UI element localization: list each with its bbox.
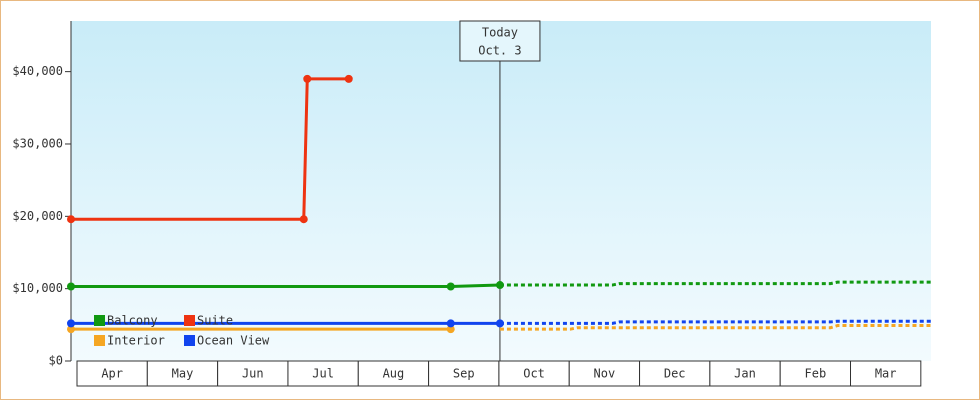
month-box — [779, 360, 852, 387]
point — [446, 319, 455, 328]
month-box — [76, 360, 148, 387]
legend-swatch — [94, 335, 105, 346]
month-box — [357, 360, 430, 387]
legend-label: Ocean View — [197, 334, 270, 348]
point — [67, 319, 75, 328]
y-tick-label: $20,000 — [12, 209, 63, 223]
x-tick-label: Sep — [453, 367, 475, 381]
point — [446, 282, 455, 291]
x-tick-label: Feb — [805, 367, 827, 381]
y-tick-label: $10,000 — [12, 281, 63, 295]
forecast-line — [499, 319, 931, 325]
month-box — [498, 360, 570, 387]
month-box — [287, 360, 359, 387]
x-tick-label: Oct — [523, 367, 545, 381]
x-tick-label: Jun — [242, 367, 264, 381]
month-box — [568, 360, 641, 387]
today-label: Today — [482, 26, 518, 40]
month-box — [709, 360, 781, 387]
point — [495, 319, 504, 328]
legend-swatch — [184, 315, 195, 326]
month-box — [850, 360, 922, 387]
x-tick-label: Mar — [875, 367, 897, 381]
legend-label: Suite — [197, 314, 233, 328]
x-tick-label: Jan — [734, 367, 756, 381]
today-box — [459, 20, 541, 62]
legend-swatch — [94, 315, 105, 326]
legend-swatch — [184, 335, 195, 346]
x-tick-label: Dec — [664, 367, 686, 381]
point — [67, 282, 75, 291]
series-line — [71, 283, 500, 288]
legend-label: Balcony — [107, 314, 158, 328]
y-tick-label: $0 — [49, 354, 63, 368]
month-box — [639, 360, 711, 387]
legend-label: Interior — [107, 334, 165, 348]
series-line — [71, 77, 349, 221]
x-tick-label: May — [172, 367, 194, 381]
x-tick-label: Jul — [312, 367, 334, 381]
point — [344, 74, 353, 83]
point — [67, 215, 75, 224]
plot-area — [71, 21, 931, 361]
x-tick-label: Apr — [101, 367, 123, 381]
point — [446, 325, 455, 334]
point — [299, 215, 308, 224]
y-tick-label: $30,000 — [12, 136, 63, 150]
forecast-line — [499, 324, 931, 331]
month-box — [428, 360, 500, 387]
x-tick-label: Aug — [383, 367, 405, 381]
forecast-line — [499, 280, 931, 287]
point — [67, 325, 75, 334]
x-tick-label: Nov — [594, 367, 616, 381]
y-tick-label: $40,000 — [12, 64, 63, 78]
point — [303, 74, 312, 83]
point — [495, 281, 504, 290]
today-label: Oct. 3 — [478, 44, 521, 58]
